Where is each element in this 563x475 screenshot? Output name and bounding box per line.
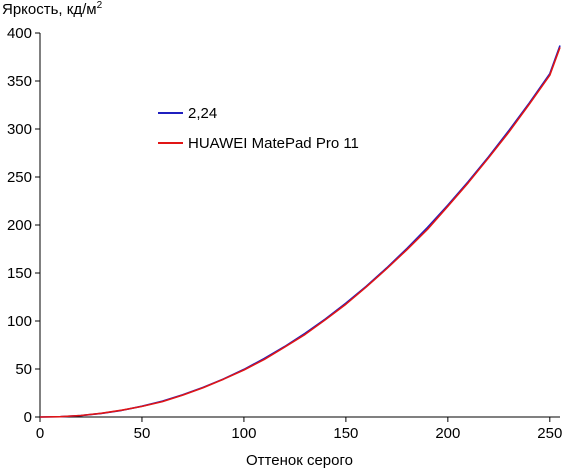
axes-group: 0 50 100 150 200 250 300 350 400 0 50 100 150 200 250 bbox=[7, 25, 562, 442]
y-tick-label: 100 bbox=[7, 313, 32, 330]
x-tick-label: 0 bbox=[36, 425, 44, 442]
y-tick-label: 250 bbox=[7, 169, 32, 186]
x-tick-label: 250 bbox=[537, 425, 562, 442]
y-axis-label-main: Яркость, кд/м bbox=[2, 1, 97, 18]
legend-label-2: HUAWEI MatePad Pro 11 bbox=[188, 135, 359, 152]
y-tick-label: 50 bbox=[15, 361, 32, 378]
y-tick-label: 200 bbox=[7, 217, 32, 234]
legend-label-1: 2,24 bbox=[188, 105, 217, 122]
x-tick-label: 100 bbox=[231, 425, 256, 442]
series-line-1 bbox=[39, 45, 561, 418]
x-tick-label: 200 bbox=[435, 425, 460, 442]
y-axis-label: Яркость, кд/м2 bbox=[2, 0, 102, 18]
legend: 2,24 HUAWEI MatePad Pro 11 bbox=[158, 105, 359, 152]
y-tick-label: 400 bbox=[7, 25, 32, 42]
x-tick-label: 50 bbox=[134, 425, 151, 442]
y-tick-label: 0 bbox=[24, 409, 32, 426]
y-tick-label: 300 bbox=[7, 121, 32, 138]
series-layer bbox=[39, 45, 561, 418]
y-axis-label-superscript: 2 bbox=[96, 0, 103, 11]
series-line-2 bbox=[39, 47, 561, 418]
y-tick-label: 150 bbox=[7, 265, 32, 282]
x-tick-label: 150 bbox=[333, 425, 358, 442]
x-axis-label: Оттенок серого bbox=[246, 452, 353, 469]
y-tick-label: 350 bbox=[7, 73, 32, 90]
